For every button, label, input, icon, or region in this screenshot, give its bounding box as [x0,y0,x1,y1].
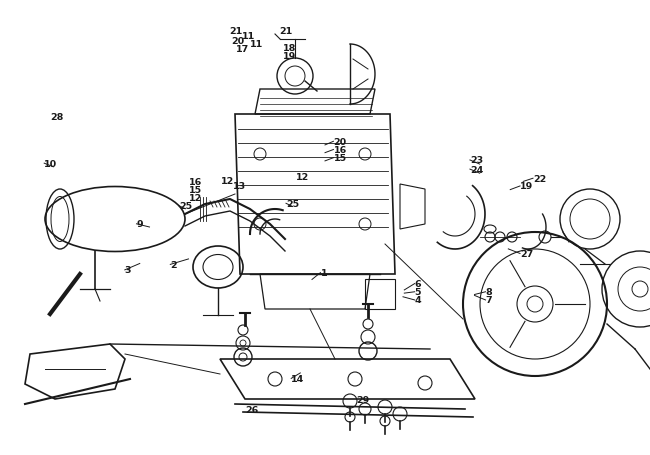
Text: 21: 21 [280,26,292,35]
Text: 11: 11 [250,40,263,49]
Text: 21: 21 [229,26,242,35]
Text: 23: 23 [470,156,483,165]
Text: 16: 16 [333,146,346,155]
Text: 14: 14 [291,374,304,383]
Text: 16: 16 [188,177,202,187]
Text: 22: 22 [533,174,546,183]
Text: 25: 25 [286,199,299,208]
Text: 11: 11 [242,32,255,41]
Text: 8: 8 [486,288,492,297]
Text: 29: 29 [356,395,369,404]
Text: 10: 10 [44,159,57,168]
Text: 26: 26 [246,405,259,414]
Text: 6: 6 [415,279,421,288]
Text: 2: 2 [170,260,177,269]
Text: 18: 18 [283,44,296,53]
Text: 7: 7 [486,296,492,305]
Text: 12: 12 [188,193,202,202]
Text: 20: 20 [231,36,244,46]
Text: 3: 3 [125,266,131,275]
Text: 28: 28 [50,112,64,121]
Text: 17: 17 [236,45,249,54]
Text: 15: 15 [333,154,346,163]
Text: 19: 19 [283,52,296,61]
Text: 5: 5 [415,288,421,297]
Text: 24: 24 [470,165,483,174]
Text: 12: 12 [296,173,309,182]
Text: 19: 19 [520,182,533,191]
Text: 1: 1 [320,268,327,278]
Text: 9: 9 [136,220,143,229]
Text: 15: 15 [188,186,202,195]
Text: 20: 20 [333,137,346,147]
Text: 27: 27 [520,249,533,258]
Text: 4: 4 [415,296,421,305]
Text: 25: 25 [179,202,192,211]
Text: 12: 12 [221,177,234,186]
Text: 13: 13 [233,182,246,191]
